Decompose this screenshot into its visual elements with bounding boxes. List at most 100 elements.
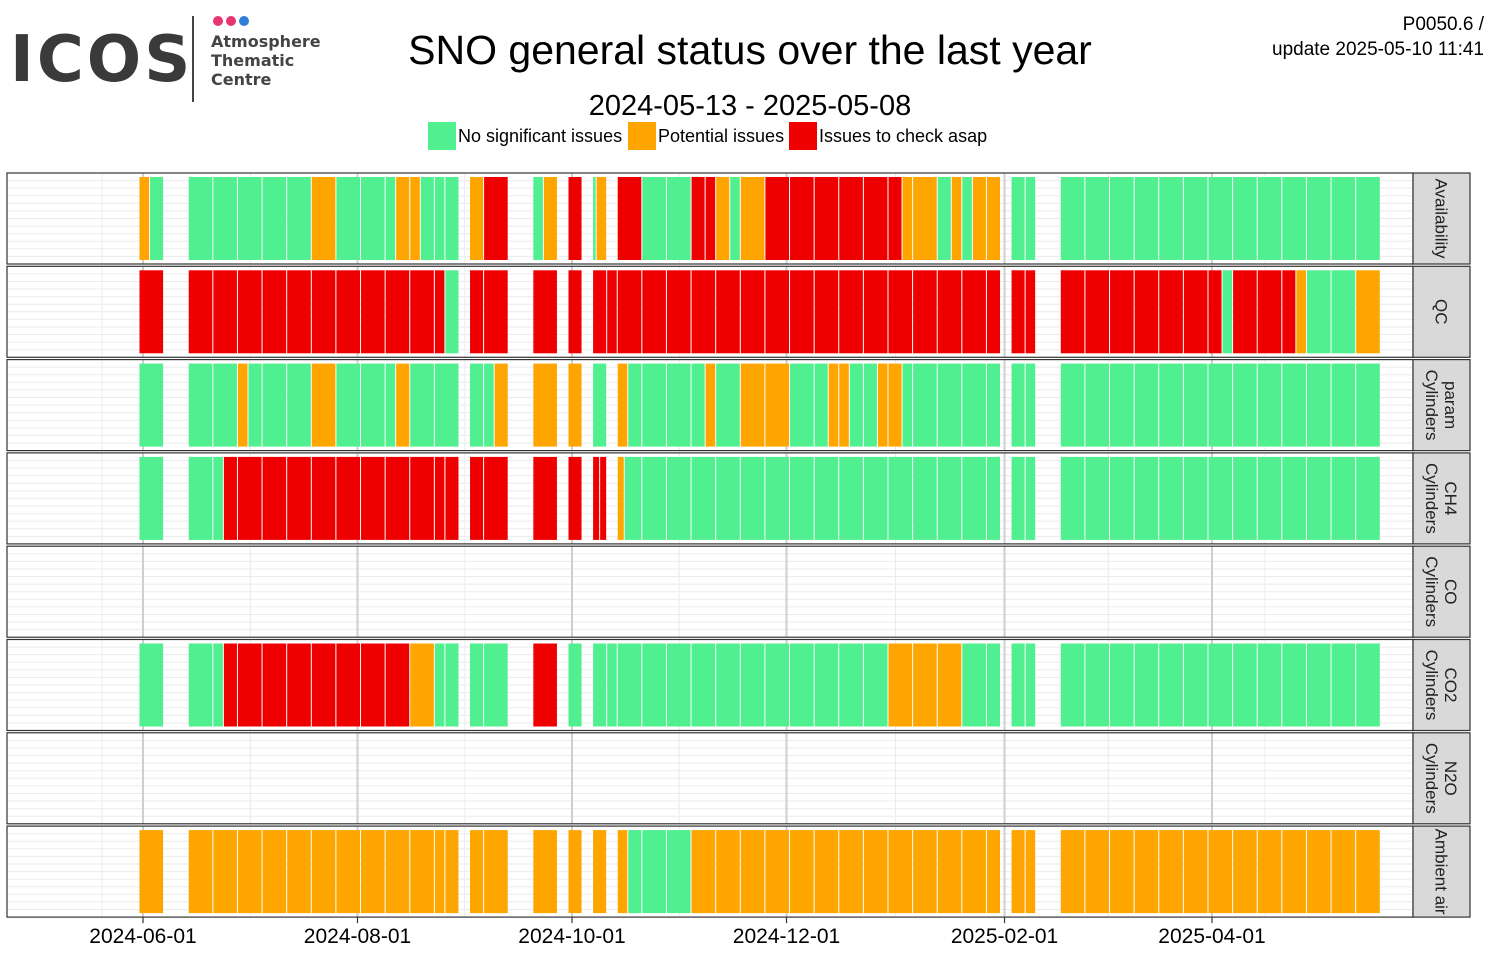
status-bar	[311, 270, 336, 354]
status-bar	[642, 270, 666, 354]
status-bar	[533, 270, 557, 354]
status-bar	[691, 270, 716, 354]
status-bar	[902, 363, 913, 447]
status-bar	[913, 643, 937, 727]
status-bar	[790, 643, 814, 727]
status-bar	[434, 363, 459, 447]
status-bar	[237, 270, 262, 354]
status-bar	[188, 270, 213, 354]
status-bar	[1306, 830, 1331, 914]
status-bar	[600, 456, 607, 540]
status-bar	[765, 830, 790, 914]
status-bar	[937, 456, 962, 540]
status-bar	[1183, 363, 1208, 447]
facet-strip	[1412, 732, 1471, 825]
status-bar	[1110, 643, 1134, 727]
logo-subtitle: Atmosphere Thematic Centre	[211, 32, 321, 89]
status-bar	[237, 643, 262, 727]
status-bar	[1085, 363, 1110, 447]
status-bar	[568, 270, 582, 354]
status-bar	[361, 177, 385, 260]
facet-label: Ambient air	[1432, 829, 1451, 915]
status-bar	[1110, 270, 1134, 354]
status-bar	[1331, 643, 1356, 727]
status-bar	[1011, 363, 1025, 447]
facet-label-text: N2O	[1441, 761, 1460, 796]
status-bar	[1257, 456, 1282, 540]
status-bar	[1134, 830, 1159, 914]
status-bar	[1025, 363, 1036, 447]
status-bar	[1282, 177, 1306, 260]
status-bar	[410, 270, 434, 354]
status-bar	[1025, 270, 1036, 354]
status-bar	[336, 270, 361, 354]
status-bar	[139, 830, 164, 914]
status-bar	[237, 177, 262, 260]
status-bar	[790, 830, 814, 914]
status-bar	[213, 177, 237, 260]
status-bar	[617, 177, 642, 260]
facet-label-text: QC	[1432, 299, 1451, 325]
status-bar	[1208, 830, 1233, 914]
status-bar	[1060, 177, 1085, 260]
status-bar	[1208, 177, 1233, 260]
status-bar	[596, 177, 607, 260]
status-bar	[1011, 830, 1025, 914]
status-bar	[568, 177, 582, 260]
status-bar	[336, 830, 361, 914]
status-bar	[877, 363, 888, 447]
status-bar	[287, 643, 311, 727]
facet-label: Cylinders CO	[1422, 556, 1460, 627]
status-bar	[262, 177, 287, 260]
status-bar	[396, 177, 410, 260]
status-bar	[1134, 363, 1159, 447]
status-bar	[617, 830, 628, 914]
status-bar	[1183, 830, 1208, 914]
status-bar	[962, 456, 986, 540]
status-bar	[336, 177, 361, 260]
status-bar	[1222, 270, 1233, 354]
status-bar	[262, 456, 287, 540]
status-bar	[863, 270, 888, 354]
status-bar	[740, 830, 765, 914]
status-bar	[666, 177, 691, 260]
status-bar	[1306, 456, 1331, 540]
status-bar	[986, 643, 1001, 727]
status-bar	[385, 270, 410, 354]
status-bar	[962, 177, 972, 260]
legend-swatch-potential	[628, 122, 656, 150]
status-bar	[1183, 643, 1208, 727]
status-bar	[470, 363, 484, 447]
status-bar	[568, 830, 582, 914]
status-bar	[445, 270, 459, 354]
status-bar	[484, 456, 508, 540]
status-bar	[188, 363, 213, 447]
facet-label-text: CO	[1441, 579, 1460, 605]
facet-strip	[1412, 545, 1471, 638]
status-bar	[139, 643, 164, 727]
x-tick-label: 2024-08-01	[304, 925, 411, 948]
facet-label-text: Cylinders	[1422, 556, 1441, 627]
status-bar	[139, 363, 164, 447]
chart-title: SNO general status over the last year	[408, 27, 1092, 73]
status-bar	[691, 643, 716, 727]
status-bar	[937, 270, 962, 354]
status-bar	[607, 270, 617, 354]
status-bar	[1085, 830, 1110, 914]
facet-label-text: param	[1441, 381, 1460, 429]
status-bar	[287, 363, 311, 447]
status-bar	[863, 830, 888, 914]
status-bar	[533, 177, 543, 260]
status-bar	[691, 363, 705, 447]
facet-label-text: Cylinders	[1422, 370, 1441, 441]
status-bar	[790, 456, 814, 540]
legend-label-issues: Issues to check asap	[819, 126, 988, 146]
status-bar	[617, 643, 642, 727]
status-bar	[839, 643, 863, 727]
logo-dot-3	[239, 16, 249, 26]
status-bar	[139, 270, 164, 354]
status-bar	[1331, 363, 1356, 447]
status-bar	[986, 363, 1001, 447]
facet-label: Availability	[1432, 178, 1451, 259]
status-bar	[716, 456, 740, 540]
